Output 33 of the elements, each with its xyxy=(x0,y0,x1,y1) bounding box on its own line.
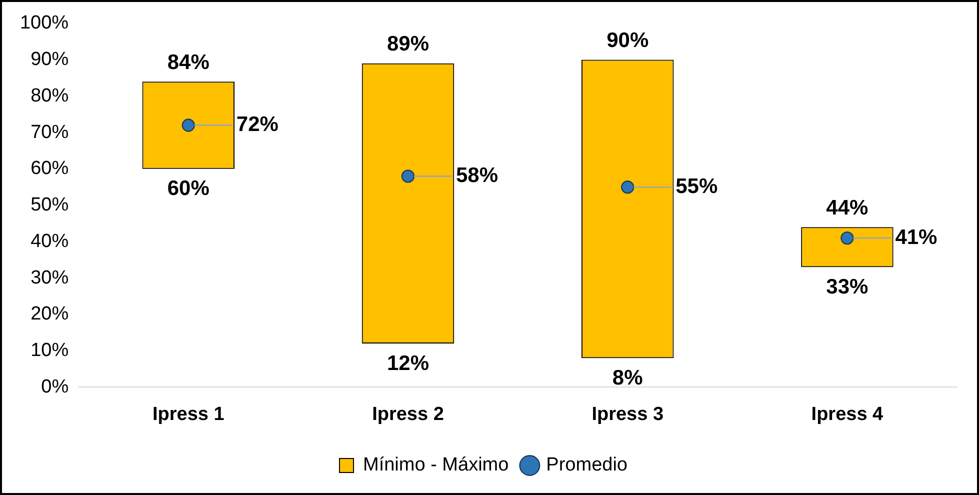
data-label: 41% xyxy=(895,226,938,249)
point xyxy=(182,118,195,132)
annotation: 89% xyxy=(386,32,430,56)
point xyxy=(401,170,415,183)
y-tick-label: 10% xyxy=(30,340,69,362)
annotation: 33% xyxy=(826,275,869,298)
annotation: 90% xyxy=(606,29,649,52)
y-tick-label: 60% xyxy=(30,158,69,180)
x-tick-label: Ipress 4 xyxy=(811,404,884,425)
legend-label: Mínimo - Máximo xyxy=(363,454,509,476)
data-label: 72% xyxy=(236,113,279,136)
y-tick-label: 100% xyxy=(20,12,69,34)
point xyxy=(840,231,854,245)
annotation: 12% xyxy=(386,352,430,375)
annotation: 84% xyxy=(167,50,210,74)
x-tick-label: Ipress 1 xyxy=(152,404,225,425)
annotation: 8% xyxy=(612,366,644,390)
y-tick-label: 90% xyxy=(30,49,69,70)
y-tick-label: 30% xyxy=(30,267,69,288)
y-tick-label: 40% xyxy=(30,230,69,252)
data-label: 58% xyxy=(456,164,498,187)
annotation: 44% xyxy=(826,196,869,220)
y-tick-label: 80% xyxy=(30,85,69,106)
x-tick-label: Ipress 3 xyxy=(592,404,664,425)
point xyxy=(621,180,634,194)
x-tick-label: Ipress 2 xyxy=(372,404,444,425)
annotation: 60% xyxy=(167,177,210,200)
y-tick-label: 70% xyxy=(30,122,69,143)
data-label: 55% xyxy=(676,174,718,198)
legend-label: Promedio xyxy=(546,454,628,476)
y-tick-label: 20% xyxy=(30,304,69,325)
y-tick-label: 50% xyxy=(30,194,69,216)
y-tick-label: 0% xyxy=(41,376,69,398)
